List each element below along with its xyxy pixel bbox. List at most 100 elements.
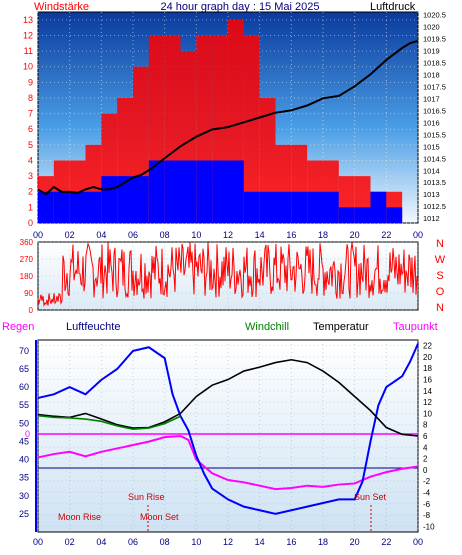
pressure-y-tick: 1012 (423, 214, 440, 223)
humidity-y-tick: 35 (19, 473, 29, 483)
wind-avg-bar (180, 160, 197, 223)
temperature-y-tick: 20 (423, 353, 432, 362)
rain-zero-label: 0 (25, 429, 30, 439)
humidity-y-axis: 25 30 35 40 45 50 55 60 65 70 (19, 346, 29, 519)
compass-letter: W (435, 254, 446, 266)
humidity-y-tick: 70 (19, 346, 29, 356)
chart-title: 24 hour graph day : 15 Mai 2025 (160, 1, 319, 13)
wind-avg-bar (291, 191, 308, 223)
pressure-axis-title: Luftdruck (370, 1, 416, 13)
temperature-y-tick: 6 (423, 432, 428, 441)
windchill-line (37, 414, 181, 431)
temperature-line (37, 358, 419, 437)
climate-x-tick: 20 (350, 537, 360, 547)
wind-x-tick: 08 (160, 230, 170, 240)
wind-x-tick: 00 (33, 230, 43, 240)
wind-avg-bar (196, 160, 213, 223)
temperature-y-tick: 0 (423, 466, 428, 475)
sun-rise-label: Sun Rise (128, 492, 165, 502)
dewpoint-line (37, 434, 419, 491)
pressure-y-tick: 1018.5 (423, 58, 446, 67)
pressure-y-tick: 1016.5 (423, 106, 446, 115)
pressure-y-tick: 1014.5 (423, 154, 446, 163)
direction-y-tick: 360 (20, 238, 34, 247)
direction-y-tick: 90 (24, 289, 33, 298)
pressure-y-axis: 1012 1012.5 1013 1013.5 1014 1014.5 1015 1015.5… (423, 10, 446, 223)
pressure-y-tick: 1013 (423, 190, 440, 199)
climate-x-tick: 08 (160, 537, 170, 547)
pressure-y-tick: 1019.5 (423, 34, 446, 43)
climate-x-tick: 04 (96, 537, 106, 547)
direction-y-tick: 180 (20, 272, 34, 281)
wind-x-tick: 14 (255, 230, 265, 240)
wind-x-axis: 00 02 04 06 08 10 12 14 16 18 20 22 00 (33, 230, 423, 240)
wind-avg-bar (307, 191, 323, 223)
pressure-y-tick: 1012.5 (423, 202, 446, 211)
wind-avg-bar (101, 176, 118, 223)
climate-x-tick: 10 (191, 537, 201, 547)
climate-x-axis: 00 02 04 06 08 10 12 14 16 18 20 22 00 (33, 537, 423, 547)
wind-x-tick: 18 (318, 230, 328, 240)
wind-avg-bar (164, 160, 181, 223)
sun-set-label: Sun Set (354, 492, 387, 502)
wind-avg-bar (69, 191, 86, 223)
humidity-y-tick: 45 (19, 436, 29, 446)
rain-label: Regen (2, 321, 34, 333)
pressure-y-tick: 1014 (423, 166, 440, 175)
wind-x-tick: 12 (223, 230, 233, 240)
wind-avg-bar (370, 191, 387, 223)
temperature-label: Temperatur (313, 321, 369, 333)
wind-y-tick: 0 (28, 218, 33, 228)
wind-avg-bar (386, 207, 403, 223)
pressure-y-tick: 1018 (423, 70, 440, 79)
temperature-y-tick: -2 (423, 477, 431, 486)
wind-x-tick: 06 (128, 230, 138, 240)
temperature-y-tick: 10 (423, 409, 432, 418)
wind-x-tick: 02 (65, 230, 75, 240)
pressure-line (37, 39, 419, 196)
climate-x-tick: 18 (318, 537, 328, 547)
moon-rise-label: Moon Rise (58, 512, 101, 522)
direction-y-axis: 0 90 180 270 360 (20, 238, 34, 315)
dewpoint-label: Taupunkt (393, 321, 438, 333)
wind-avg-bar (117, 176, 133, 223)
wind-y-tick: 6 (28, 124, 33, 134)
humidity-line (37, 343, 419, 515)
wind-y-tick: 7 (28, 109, 33, 119)
pressure-y-tick: 1020 (423, 22, 440, 31)
wind-gust-bar (243, 35, 260, 223)
pressure-y-tick: 1013.5 (423, 178, 446, 187)
wind-y-tick: 13 (23, 15, 33, 25)
wind-y-tick: 8 (28, 93, 33, 103)
compass-letter: O (436, 286, 445, 298)
direction-y-tick: 270 (20, 255, 34, 264)
pressure-y-tick: 1016 (423, 118, 440, 127)
compass-letter: S (436, 270, 443, 282)
wind-x-tick: 10 (191, 230, 201, 240)
temperature-y-axis: -10 -8 -6 -4 -2 0 2 4 6 8 10 12 14 16 18 20 22 (423, 342, 435, 532)
wind-y-tick: 2 (28, 187, 33, 197)
climate-x-tick: 12 (223, 537, 233, 547)
temperature-y-tick: 2 (423, 455, 428, 464)
moon-set-label: Moon Set (140, 512, 179, 522)
climate-x-tick: 02 (65, 537, 75, 547)
temperature-y-tick: 14 (423, 387, 432, 396)
climate-x-tick: 22 (381, 537, 391, 547)
temperature-y-tick: 4 (423, 443, 428, 452)
pressure-y-tick: 1019 (423, 46, 440, 55)
wind-avg-bar (212, 160, 228, 223)
wind-y-tick: 1 (28, 202, 33, 212)
wind-avg-bar (354, 207, 371, 223)
wind-avg-bar (38, 191, 54, 223)
wind-direction-line (37, 242, 419, 308)
climate-x-tick: 16 (286, 537, 296, 547)
windchill-label: Windchill (245, 321, 289, 333)
temperature-y-tick: 16 (423, 376, 432, 385)
wind-avg-bar (53, 191, 70, 223)
temperature-y-tick: -6 (423, 500, 431, 509)
wind-avg-bar (133, 176, 149, 223)
wind-x-tick: 16 (286, 230, 296, 240)
